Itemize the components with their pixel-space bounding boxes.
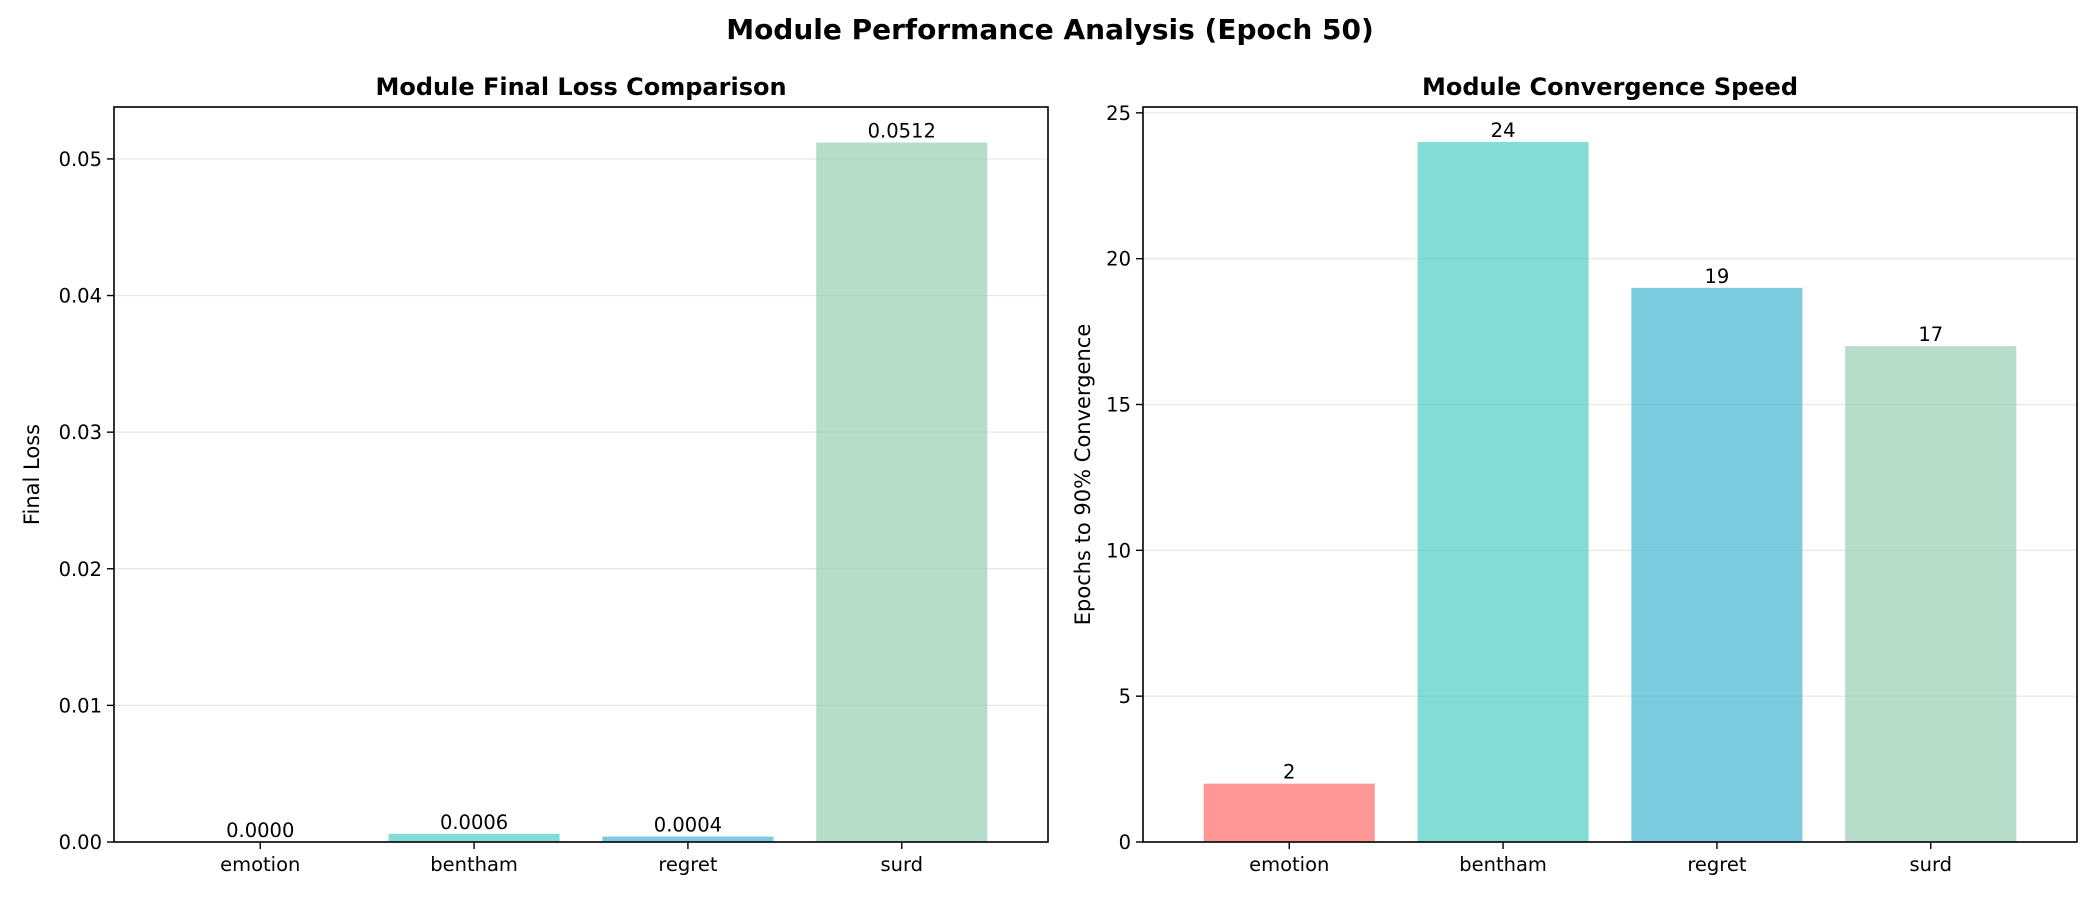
x-tick-label-convergence-speed-regret: regret: [1687, 853, 1747, 876]
bar-final-loss-regret: [602, 836, 774, 842]
x-tick-label-convergence-speed-emotion: emotion: [1249, 853, 1329, 876]
x-tick-label-convergence-speed-bentham: bentham: [1459, 853, 1547, 876]
y-axis-label-final-loss: Final Loss: [20, 424, 44, 525]
bar-final-loss-bentham: [388, 833, 560, 842]
y-tick-label-convergence-speed-4: 20: [1106, 248, 1131, 271]
x-tick-label-final-loss-surd: surd: [880, 853, 923, 876]
bar-value-label-final-loss-regret: 0.0004: [654, 814, 722, 837]
bar-convergence-speed-regret: [1631, 287, 1803, 842]
chart-panel-final-loss: 0.0000 0.0006 0.0004 0.0512 0.00 0.01 0.02 0.03…: [20, 73, 1049, 876]
bar-value-label-final-loss-emotion: 0.0000: [226, 819, 294, 842]
axes-frame-convergence-speed: [1142, 106, 2078, 843]
bar-convergence-speed-bentham: [1417, 142, 1589, 842]
chart-title-convergence-speed: Module Convergence Speed: [1422, 73, 1798, 101]
axes-frame-final-loss: [113, 106, 1049, 843]
y-tick-label-convergence-speed-1: 5: [1119, 685, 1131, 708]
y-tick-label-final-loss-4: 0.04: [59, 285, 102, 308]
y-tick-label-final-loss-1: 0.01: [59, 694, 102, 717]
y-tick-label-convergence-speed-5: 25: [1106, 102, 1131, 125]
y-tick-label-final-loss-0: 0.00: [59, 831, 102, 854]
chart-panel-convergence-speed: 2 24 19 17 0 5 10 15 20 25 emotion bentham regret sur…: [1071, 73, 2078, 876]
y-tick-label-final-loss-5: 0.05: [59, 148, 102, 171]
x-tick-label-final-loss-emotion: emotion: [220, 853, 300, 876]
bar-convergence-speed-surd: [1845, 346, 2017, 842]
x-tick-label-final-loss-bentham: bentham: [430, 853, 518, 876]
bar-convergence-speed-emotion: [1203, 783, 1375, 842]
y-tick-label-final-loss-2: 0.02: [59, 558, 102, 581]
bar-value-label-convergence-speed-emotion: 2: [1283, 761, 1295, 784]
x-tick-label-final-loss-regret: regret: [658, 853, 718, 876]
y-axis-label-convergence-speed: Epochs to 90% Convergence: [1071, 324, 1095, 626]
bar-value-label-convergence-speed-bentham: 24: [1491, 119, 1516, 142]
y-tick-label-convergence-speed-0: 0: [1119, 831, 1131, 854]
y-tick-label-final-loss-3: 0.03: [59, 421, 102, 444]
bar-value-label-convergence-speed-surd: 17: [1918, 323, 1943, 346]
chart-title-final-loss: Module Final Loss Comparison: [375, 73, 786, 101]
bar-final-loss-surd: [816, 142, 988, 842]
bar-value-label-final-loss-surd: 0.0512: [868, 120, 936, 143]
y-tick-label-convergence-speed-3: 15: [1106, 394, 1131, 417]
x-tick-label-convergence-speed-surd: surd: [1909, 853, 1952, 876]
bar-value-label-convergence-speed-regret: 19: [1705, 265, 1730, 288]
y-tick-label-convergence-speed-2: 10: [1106, 539, 1131, 562]
bar-value-label-final-loss-bentham: 0.0006: [440, 811, 508, 834]
figure-title: Module Performance Analysis (Epoch 50): [726, 13, 1374, 46]
